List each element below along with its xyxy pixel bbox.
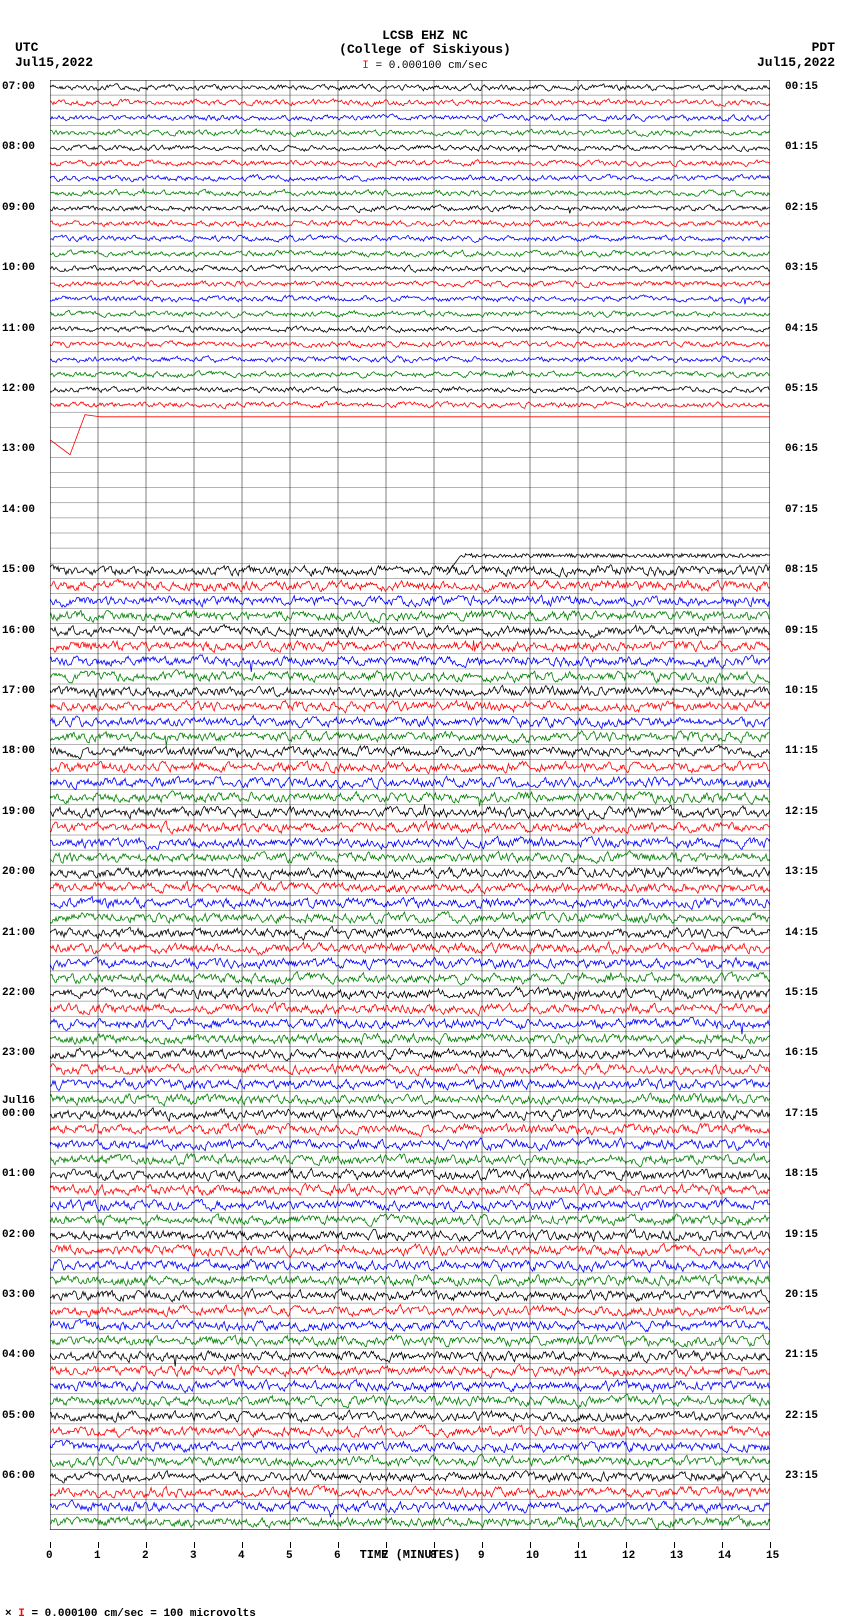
- utc-time-label: 10:00: [2, 262, 35, 274]
- pdt-time-label: 21:15: [785, 1349, 818, 1361]
- x-tick: 10: [526, 1550, 539, 1562]
- station-title: LCSB EHZ NC: [0, 28, 850, 43]
- station-location: (College of Siskiyous): [0, 42, 850, 57]
- utc-time-label: 09:00: [2, 202, 35, 214]
- x-tick: 0: [46, 1550, 53, 1562]
- pdt-time-label: 05:15: [785, 383, 818, 395]
- scale-bar: I = 0.000100 cm/sec: [0, 60, 850, 72]
- x-tick: 1: [94, 1550, 101, 1562]
- x-tick: 13: [670, 1550, 683, 1562]
- utc-time-label: 08:00: [2, 141, 35, 153]
- pdt-time-label: 19:15: [785, 1229, 818, 1241]
- utc-time-label: 23:00: [2, 1047, 35, 1059]
- utc-time-label: 04:00: [2, 1349, 35, 1361]
- pdt-time-label: 22:15: [785, 1410, 818, 1422]
- x-axis-label: TIME (MINUTES): [50, 1548, 770, 1562]
- traces-svg: [50, 80, 770, 1530]
- pdt-time-label: 08:15: [785, 564, 818, 576]
- utc-time-label: 20:00: [2, 866, 35, 878]
- pdt-time-label: 06:15: [785, 443, 818, 455]
- footer-scale: × I = 0.000100 cm/sec = 100 microvolts: [5, 1608, 850, 1620]
- utc-time-label: 15:00: [2, 564, 35, 576]
- pdt-time-label: 10:15: [785, 685, 818, 697]
- pdt-time-label: 04:15: [785, 323, 818, 335]
- utc-time-label: 01:00: [2, 1168, 35, 1180]
- utc-time-label: 16:00: [2, 625, 35, 637]
- x-tick: 4: [238, 1550, 245, 1562]
- x-tick: 12: [622, 1550, 635, 1562]
- pdt-time-label: 13:15: [785, 866, 818, 878]
- utc-time-label: 07:00: [2, 81, 35, 93]
- pdt-time-label: 14:15: [785, 927, 818, 939]
- pdt-time-label: 02:15: [785, 202, 818, 214]
- pdt-time-label: 00:15: [785, 81, 818, 93]
- utc-time-label: 22:00: [2, 987, 35, 999]
- utc-time-label: 14:00: [2, 504, 35, 516]
- pdt-time-label: 15:15: [785, 987, 818, 999]
- utc-time-label: 18:00: [2, 745, 35, 757]
- utc-time-label: 17:00: [2, 685, 35, 697]
- utc-time-label: 12:00: [2, 383, 35, 395]
- utc-time-label: 21:00: [2, 927, 35, 939]
- pdt-time-label: 20:15: [785, 1289, 818, 1301]
- x-tick: 2: [142, 1550, 149, 1562]
- utc-time-label: 11:00: [2, 323, 35, 335]
- day-label: Jul16: [2, 1095, 35, 1107]
- utc-time-label: 13:00: [2, 443, 35, 455]
- utc-time-label: 05:00: [2, 1410, 35, 1422]
- x-tick: 7: [382, 1550, 389, 1562]
- pdt-time-label: 03:15: [785, 262, 818, 274]
- utc-time-label: 19:00: [2, 806, 35, 818]
- utc-time-label: 03:00: [2, 1289, 35, 1301]
- x-tick: 14: [718, 1550, 731, 1562]
- pdt-time-label: 18:15: [785, 1168, 818, 1180]
- utc-time-label: 00:00: [2, 1108, 35, 1120]
- utc-time-label: 06:00: [2, 1470, 35, 1482]
- pdt-time-label: 07:15: [785, 504, 818, 516]
- header: UTC Jul15,2022 LCSB EHZ NC (College of S…: [0, 0, 850, 80]
- x-tick: 6: [334, 1550, 341, 1562]
- date-right: Jul15,2022: [757, 55, 835, 70]
- pdt-time-label: 12:15: [785, 806, 818, 818]
- x-axis: 0123456789101112131415TIME (MINUTES): [50, 1548, 770, 1588]
- pdt-time-label: 11:15: [785, 745, 818, 757]
- pdt-time-label: 17:15: [785, 1108, 818, 1120]
- pdt-time-label: 09:15: [785, 625, 818, 637]
- x-tick: 11: [574, 1550, 587, 1562]
- pdt-time-label: 01:15: [785, 141, 818, 153]
- x-tick: 9: [478, 1550, 485, 1562]
- pdt-time-label: 23:15: [785, 1470, 818, 1482]
- utc-time-label: 02:00: [2, 1229, 35, 1241]
- pdt-time-label: 16:15: [785, 1047, 818, 1059]
- x-tick: 5: [286, 1550, 293, 1562]
- x-tick: 15: [766, 1550, 779, 1562]
- seismogram-plot: 0123456789101112131415TIME (MINUTES) 07:…: [50, 80, 770, 1588]
- x-tick: 3: [190, 1550, 197, 1562]
- tz-right: PDT: [812, 40, 835, 55]
- x-tick: 8: [430, 1550, 437, 1562]
